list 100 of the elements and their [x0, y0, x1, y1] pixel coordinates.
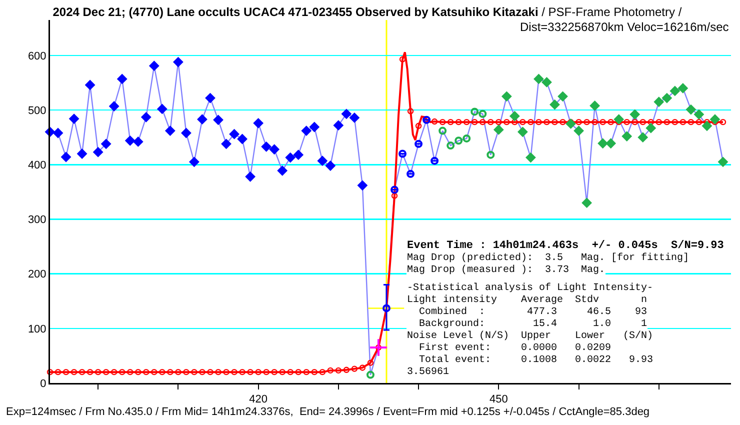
point [333, 120, 344, 131]
point [654, 96, 664, 108]
point [92, 146, 104, 158]
point [357, 180, 368, 191]
point [100, 138, 112, 150]
chart-subtitle: / PSF-Frame Photometry / [542, 5, 682, 20]
y-tick-label: 300 [28, 214, 46, 226]
x-tick-label: 450 [489, 394, 508, 406]
point [253, 118, 264, 128]
point [558, 91, 568, 102]
point [718, 156, 728, 168]
point [454, 136, 463, 145]
point [325, 160, 336, 171]
point [509, 110, 520, 122]
point [438, 126, 447, 135]
point [76, 148, 88, 159]
annotation: Combined : 477.3 46.5 93 [407, 306, 648, 318]
annotation: Light intensity Average Stdv n [407, 294, 648, 306]
point [446, 142, 455, 150]
point [678, 83, 688, 94]
point [293, 150, 304, 160]
point [349, 112, 360, 123]
point [366, 370, 374, 379]
point [566, 118, 576, 129]
point [341, 108, 352, 120]
y-tick-label: 0 [40, 378, 46, 390]
point [493, 124, 504, 135]
point [285, 152, 296, 163]
annotation: First event: 0.0000 0.0209 [407, 342, 612, 354]
annotation: Dist=332256870km Veloc=16216m/sec [520, 20, 729, 34]
point [590, 100, 600, 111]
point [646, 122, 656, 134]
point [269, 144, 280, 155]
point [245, 171, 256, 182]
point [430, 156, 439, 165]
text: Exp=124msec / Frm No.435.0 / Frm Mid= 14h1m24.3376s, End= 24.3996s / Event=Frm mid +0.125s +/-0.045s / CctAngle=85.3deg [6, 406, 650, 418]
point [140, 112, 152, 122]
point [501, 91, 512, 102]
point [598, 138, 608, 149]
point [622, 131, 632, 142]
point [694, 109, 704, 120]
point [630, 109, 640, 120]
point [213, 114, 224, 126]
point [52, 128, 64, 138]
point [486, 150, 495, 159]
point [317, 156, 328, 166]
point [662, 92, 672, 104]
point [261, 141, 272, 152]
point [542, 77, 552, 88]
point [181, 128, 192, 138]
x-tick-label: 420 [249, 394, 268, 406]
point [172, 56, 184, 68]
point [638, 132, 648, 143]
point [164, 126, 176, 136]
point [277, 165, 288, 176]
point [301, 126, 312, 136]
point [60, 152, 72, 162]
point [574, 126, 584, 136]
point [148, 60, 160, 72]
annotation: Mag Drop (predicted): 3.5 Mag. [for fitting] [407, 252, 690, 264]
point [414, 140, 423, 148]
point [390, 186, 399, 194]
point [606, 138, 616, 149]
point [197, 114, 208, 125]
annotation: Event Time : 14h01m24.463s +/- 0.045s S/N=9.93 [407, 240, 724, 252]
point [582, 198, 592, 208]
annotation: -Statistical analysis of Light Intensity- [407, 282, 654, 294]
point [84, 80, 96, 90]
annotation: Mag Drop (measured ): 3.73 Mag. [407, 264, 606, 276]
annotation: Total event: 0.1008 0.0022 9.93 [407, 354, 654, 366]
point [68, 114, 80, 124]
point [550, 99, 560, 110]
point [116, 74, 128, 84]
point [478, 110, 487, 118]
point [189, 156, 200, 168]
point [462, 134, 471, 142]
point [526, 152, 536, 163]
point [132, 136, 144, 147]
y-tick-label: 400 [28, 160, 46, 172]
point [614, 114, 624, 125]
chart-title: 2024 Dec 21; (4770) Lane occults UCAC4 471-023455 Observed by Katsuhiko Kitazaki [52, 5, 538, 20]
point [406, 170, 415, 178]
y-tick-label: 600 [28, 50, 46, 62]
point [517, 126, 528, 138]
point [670, 86, 680, 96]
y-tick-label: 100 [28, 323, 46, 336]
point [686, 104, 696, 115]
point [398, 150, 407, 158]
annotation: 3.56961 [407, 367, 450, 378]
point [237, 134, 248, 144]
point [309, 122, 320, 132]
point [221, 138, 232, 150]
annotation: Noise Level (N/S) Upper Lower (S/N) [407, 330, 654, 342]
point [124, 135, 136, 146]
point [229, 128, 240, 140]
point [534, 74, 544, 84]
point [369, 338, 388, 357]
y-tick-label: 500 [28, 104, 46, 117]
point [710, 114, 720, 125]
point [205, 92, 216, 104]
